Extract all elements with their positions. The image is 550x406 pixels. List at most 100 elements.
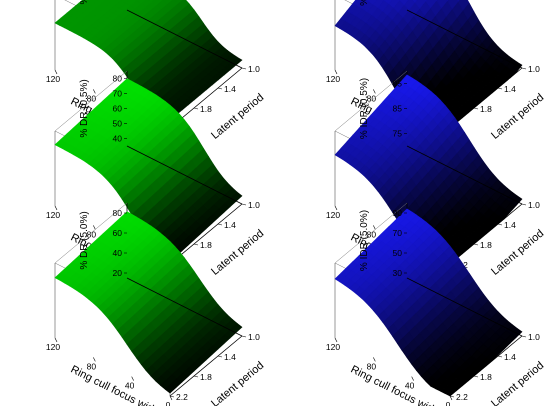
x-axis-line — [406, 145, 523, 205]
z-axis-title: % IDR (0.05%) — [359, 0, 370, 6]
z-tick-label: 50 — [113, 119, 123, 129]
y-tick-mark — [217, 355, 223, 358]
x-tick-mark — [334, 205, 338, 211]
z-axis-title: % DR (0.5%) — [79, 79, 90, 137]
y-tick-label: 1.8 — [480, 372, 492, 382]
z-tick-label: 70 — [113, 89, 123, 99]
y-axis-title: Latent period — [209, 92, 266, 142]
y-axis-title: Latent period — [209, 360, 266, 406]
z-tick-label: 70 — [393, 228, 403, 238]
y-tick-label: 1.8 — [480, 240, 492, 250]
z-tick-label: 40 — [113, 248, 123, 258]
y-tick-label: 1.8 — [480, 104, 492, 114]
x-tick-label: 120 — [326, 74, 340, 84]
y-tick-mark — [521, 67, 527, 70]
x-tick-mark — [169, 395, 173, 401]
x-tick-mark — [373, 357, 376, 362]
x-tick-label: 80 — [367, 229, 377, 239]
surface-cell — [174, 0, 184, 5]
y-tick-label: 1.0 — [528, 200, 540, 210]
z-tick-label: 85 — [393, 104, 403, 114]
y-tick-mark — [241, 203, 247, 206]
y-tick-mark — [473, 375, 479, 378]
x-tick-label: 80 — [367, 93, 377, 103]
z-tick-label: 20 — [113, 268, 123, 278]
surface-cell — [383, 0, 393, 5]
y-tick-mark — [473, 107, 479, 110]
surface-mesh — [54, 211, 243, 394]
y-tick-label: 1.4 — [224, 84, 236, 94]
x-axis-line — [406, 9, 523, 69]
y-axis-line — [449, 335, 523, 397]
z-tick-label: 80 — [113, 74, 123, 84]
z-axis-title: % DR (0.05%) — [79, 0, 90, 4]
y-axis-title: Latent period — [209, 228, 266, 278]
x-tick-mark — [131, 376, 134, 381]
x-axis-line — [126, 9, 243, 69]
z-tick-label: 95 — [393, 79, 403, 89]
y-tick-mark — [217, 87, 223, 90]
surface-cell — [89, 0, 99, 4]
x-tick-label: 80 — [367, 361, 377, 371]
z-tick-label: 40 — [113, 134, 123, 144]
x-tick-mark — [93, 357, 96, 362]
y-tick-mark — [497, 223, 503, 226]
y-tick-mark — [241, 335, 247, 338]
y-tick-mark — [193, 107, 199, 110]
x-tick-mark — [334, 69, 338, 75]
surface-cell — [162, 0, 174, 5]
surface-cell — [352, 0, 363, 7]
y-tick-mark — [497, 355, 503, 358]
z-tick-label: 80 — [113, 208, 123, 218]
x-tick-label: 120 — [46, 74, 60, 84]
x-tick-mark — [54, 69, 58, 75]
z-tick-label: 95.5 — [385, 0, 402, 1]
y-tick-label: 1.0 — [248, 332, 260, 342]
y-tick-label: 1.4 — [504, 352, 516, 362]
surface-cell — [120, 0, 130, 4]
x-tick-mark — [54, 337, 58, 343]
y-axis-line — [169, 335, 243, 397]
y-axis-title: Latent period — [489, 92, 546, 142]
x-tick-label: 40 — [405, 381, 415, 391]
x-tick-label: 80 — [87, 229, 97, 239]
surface-cell — [368, 0, 378, 5]
z-tick-label: 50 — [393, 248, 403, 258]
y-tick-mark — [521, 335, 527, 338]
z-tick-label: 75 — [393, 129, 403, 139]
x-axis-line — [126, 145, 243, 205]
x-tick-label: 120 — [46, 210, 60, 220]
x-tick-mark — [54, 205, 58, 211]
y-tick-mark — [241, 67, 247, 70]
y-tick-mark — [521, 203, 527, 206]
y-tick-label: 1.4 — [504, 84, 516, 94]
y-tick-label: 1.4 — [224, 220, 236, 230]
y-tick-label: 2.2 — [176, 392, 188, 402]
surface-cell — [412, 0, 418, 4]
surface-cell — [399, 0, 409, 6]
x-axis-line — [406, 277, 523, 337]
y-tick-label: 1.4 — [224, 352, 236, 362]
z-tick-label: 30 — [393, 268, 403, 278]
x-tick-label: 120 — [326, 342, 340, 352]
y-tick-label: 1.8 — [200, 240, 212, 250]
z-axis-title: % IDR (5.0%) — [359, 210, 370, 271]
z-axis-title: % DR (5.0%) — [79, 211, 90, 269]
surface-cell — [230, 323, 243, 333]
x-tick-label: 80 — [87, 93, 97, 103]
x-axis-line — [126, 277, 243, 337]
x-tick-label: 40 — [125, 381, 135, 391]
y-axis-title: Latent period — [489, 228, 546, 278]
y-tick-mark — [217, 223, 223, 226]
y-tick-mark — [193, 243, 199, 246]
z-tick-label: 60 — [113, 228, 123, 238]
x-tick-mark — [373, 89, 376, 94]
x-tick-label: 120 — [326, 210, 340, 220]
y-tick-mark — [449, 395, 455, 398]
y-axis-line — [449, 203, 523, 265]
surface-cell — [148, 0, 155, 3]
y-tick-mark — [473, 243, 479, 246]
y-axis-line — [449, 67, 523, 129]
y-tick-label: 1.0 — [528, 64, 540, 74]
